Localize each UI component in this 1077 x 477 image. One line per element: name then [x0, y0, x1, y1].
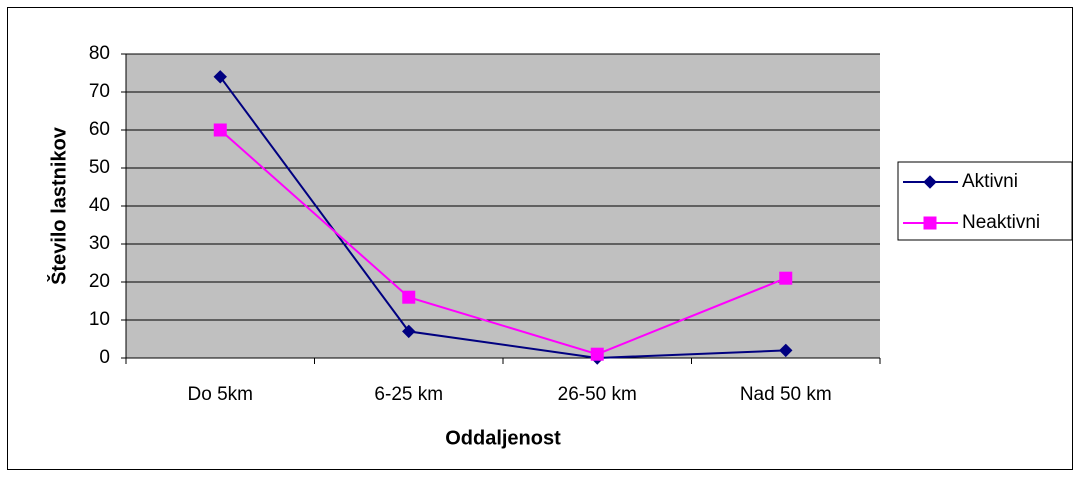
y-tick-label: 70 [89, 81, 110, 102]
marker [590, 347, 604, 361]
y-tick-label: 40 [89, 195, 110, 216]
series-line [219, 76, 786, 360]
x-tick-label: 26-50 km [558, 384, 637, 405]
y-tick-label: 50 [89, 157, 110, 178]
x-tick-label: Nad 50 km [740, 384, 832, 405]
y-tick-label: 30 [89, 233, 110, 254]
legend-marker [923, 216, 937, 230]
x-axis-title: Oddaljenost [445, 427, 561, 449]
y-tick-label: 10 [89, 309, 110, 330]
marker [402, 290, 416, 304]
marker [779, 343, 793, 358]
legend-label: Aktivni [962, 171, 1018, 192]
x-tick-label: Do 5km [188, 384, 253, 405]
y-tick-label: 60 [89, 119, 110, 140]
marker [213, 123, 227, 137]
marker [779, 271, 793, 285]
x-tick-label: 6-25 km [374, 384, 443, 405]
legend-marker [923, 175, 937, 189]
y-tick-label: 0 [99, 347, 110, 368]
legend-label: Neaktivni [962, 212, 1040, 233]
y-tick-label: 80 [89, 43, 110, 64]
marker [402, 324, 416, 339]
y-tick-label: 20 [89, 271, 110, 292]
series-line [219, 129, 787, 356]
y-axis-title: Število lastnikov [46, 126, 70, 285]
marker [213, 70, 227, 84]
